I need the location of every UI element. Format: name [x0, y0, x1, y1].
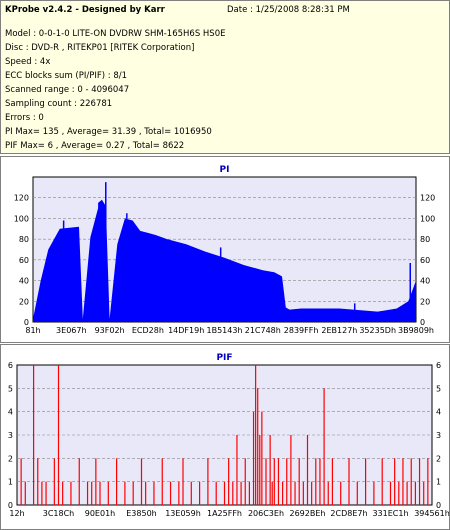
pi-chart-panel: PI 0 0 20 20 40 40 60 60 80 80 100 100 120 120 81h 3E067…	[0, 156, 450, 343]
x-tick-label: 1B5143h	[206, 326, 242, 335]
y-tick-label-left: 100	[14, 214, 29, 223]
pi-chart: PI 0 0 20 20 40 40 60 60 80 80 100 100 120 120 81h 3E067…	[14, 165, 436, 335]
x-tick-label: 1A25FFh	[207, 509, 242, 518]
x-tick-label: 14DF19h	[168, 326, 204, 335]
y-tick-label-right: 1	[436, 478, 441, 487]
y-tick-label-right: 60	[420, 256, 430, 265]
y-tick-label-right: 40	[420, 277, 430, 286]
pi-series-area	[33, 199, 416, 322]
info-line: Speed : 4x	[5, 57, 51, 67]
info-line: PI Max= 135 , Average= 31.39 , Total= 10…	[5, 127, 212, 137]
y-tick-label-right: 2	[436, 454, 441, 463]
chart-title: PIF	[216, 353, 232, 363]
y-tick-label-left: 6	[8, 361, 13, 370]
info-line: Scanned range : 0 - 4096047	[5, 85, 130, 95]
x-tick-label: 93F02h	[95, 326, 125, 335]
pif-chart-panel: PIF 0 0 1 1 2 2 3 3 4 4 5 5 6 6 12h 3C18Ch 90E01h E3850h 13…	[0, 344, 450, 530]
y-tick-label-right: 0	[420, 318, 425, 327]
y-tick-label-right: 3	[436, 431, 441, 440]
app-title: KProbe v2.4.2 - Designed by Karr	[5, 5, 165, 15]
x-tick-label: 2692BEh	[290, 509, 326, 518]
y-tick-label-left: 80	[19, 235, 29, 244]
x-tick-label: 21C748h	[245, 326, 281, 335]
pif-chart: PIF 0 0 1 1 2 2 3 3 4 4 5 5 6 6 12h 3C18Ch 90E01h E3850h 13…	[8, 353, 449, 518]
info-line: Sampling count : 226781	[5, 99, 113, 109]
x-tick-label: 2839FFh	[284, 326, 319, 335]
x-tick-label: ECD28h	[132, 326, 164, 335]
info-line: PIF Max= 6 , Average= 0.27 , Total= 8622	[5, 141, 185, 151]
chart-title: PI	[220, 165, 230, 175]
x-tick-label: 13E059h	[165, 509, 201, 518]
y-tick-label-left: 3	[8, 431, 13, 440]
x-tick-label: 90E01h	[85, 509, 115, 518]
y-tick-label-left: 60	[19, 256, 29, 265]
y-tick-label-left: 4	[8, 408, 13, 417]
info-line: Disc : DVD-R , RITEKP01 [RITEK Corporati…	[5, 43, 195, 53]
info-line: Errors : 0	[5, 113, 44, 123]
y-tick-label-left: 0	[24, 318, 29, 327]
x-tick-label: 394561h	[414, 509, 449, 518]
y-tick-label-right: 5	[436, 384, 441, 393]
info-line: ECC blocks sum (PI/PIF) : 8/1	[5, 71, 128, 81]
x-tick-label: E3850h	[126, 509, 156, 518]
x-tick-label: 206C3Eh	[248, 509, 284, 518]
x-tick-label: 81h	[25, 326, 40, 335]
y-tick-label-right: 100	[420, 214, 435, 223]
y-tick-label-right: 0	[436, 501, 441, 510]
x-tick-label: 3E067h	[56, 326, 86, 335]
y-tick-label-left: 5	[8, 384, 13, 393]
x-tick-label: 2CD8E7h	[330, 509, 367, 518]
x-tick-label: 3C18Ch	[43, 509, 75, 518]
y-tick-label-right: 80	[420, 235, 430, 244]
y-tick-label-right: 20	[420, 297, 430, 306]
info-panel: KProbe v2.4.2 - Designed by Karr Date : …	[0, 0, 450, 154]
y-tick-label-right: 6	[436, 361, 441, 370]
y-tick-label-right: 4	[436, 408, 441, 417]
info-line: Model : 0-0-1-0 LITE-ON DVDRW SHM-165H6S…	[5, 29, 226, 39]
scan-date: Date : 1/25/2008 8:28:31 PM	[227, 5, 350, 15]
x-tick-label: 35235Dh	[359, 326, 396, 335]
y-tick-label-left: 1	[8, 478, 13, 487]
x-tick-label: 2EB127h	[321, 326, 357, 335]
y-tick-label-left: 120	[14, 194, 29, 203]
x-tick-label: 331EC1h	[372, 509, 408, 518]
x-tick-label: 3B9809h	[398, 326, 434, 335]
y-tick-label-left: 2	[8, 454, 13, 463]
y-tick-label-left: 40	[19, 277, 29, 286]
x-tick-label: 12h	[9, 509, 24, 518]
y-tick-label-right: 120	[420, 194, 435, 203]
y-tick-label-left: 20	[19, 297, 29, 306]
y-tick-label-left: 0	[8, 501, 13, 510]
